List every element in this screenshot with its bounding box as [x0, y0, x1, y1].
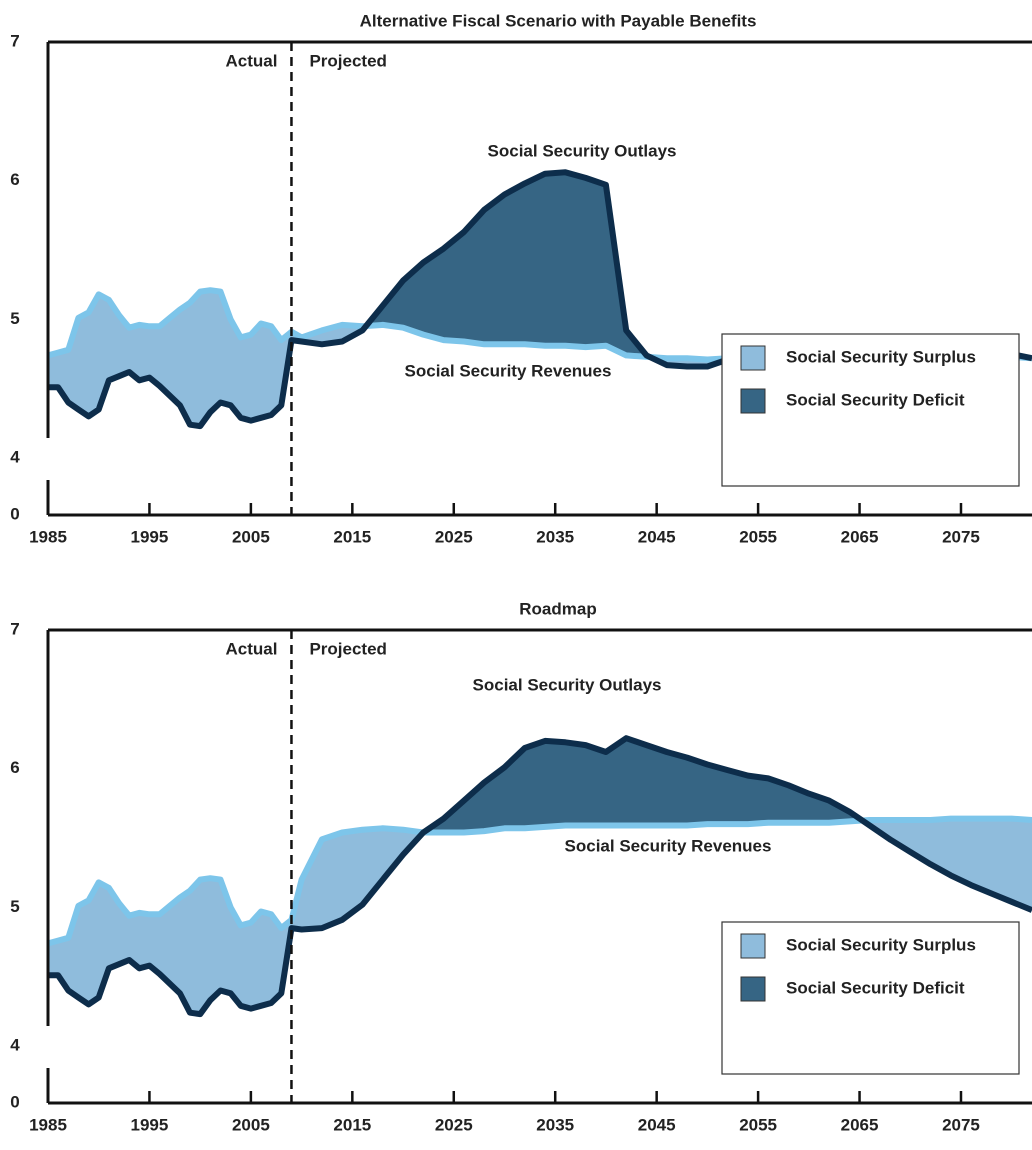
x-tick-label: 2035	[536, 1115, 574, 1134]
x-tick-label: 2075	[942, 527, 980, 546]
y-tick-label: 0	[10, 1092, 19, 1111]
y-tick-label: 6	[10, 170, 19, 189]
y-tick-label: 4	[10, 447, 20, 466]
y-tick-label: 7	[10, 31, 19, 50]
legend-swatch	[740, 976, 766, 1002]
y-tick-label: 4	[10, 1035, 20, 1054]
actual-label: Actual	[225, 639, 277, 658]
x-tick-label: 2005	[232, 1115, 270, 1134]
x-tick-label: 2075	[942, 1115, 980, 1134]
x-tick-label: 2035	[536, 527, 574, 546]
series-label: Social Security Revenues	[565, 836, 772, 855]
legend-label: Social Security Deficit	[786, 978, 965, 997]
y-tick-label: 6	[10, 758, 19, 777]
x-tick-label: 2055	[739, 527, 777, 546]
series-label: Social Security Outlays	[488, 141, 677, 160]
legend-swatch	[740, 933, 766, 959]
series-line	[48, 735, 1032, 1018]
legend-label: Social Security Surplus	[786, 347, 976, 366]
x-tick-label: 1985	[29, 527, 67, 546]
legend-box	[721, 921, 1020, 1075]
x-tick-label: 2025	[435, 1115, 473, 1134]
x-tick-label: 2015	[333, 1115, 371, 1134]
legend-label: Social Security Surplus	[786, 935, 976, 954]
x-tick-label: 2055	[739, 1115, 777, 1134]
x-tick-label: 1985	[29, 1115, 67, 1134]
y-tick-label: 5	[10, 897, 19, 916]
chart-title: Roadmap	[519, 599, 596, 618]
y-tick-label: 0	[10, 504, 19, 523]
x-tick-label: 2015	[333, 527, 371, 546]
x-tick-label: 2045	[638, 527, 676, 546]
series-label: Social Security Revenues	[405, 361, 612, 380]
series-line	[47, 815, 1032, 947]
x-tick-label: 2065	[841, 1115, 879, 1134]
projected-label: Projected	[309, 51, 386, 70]
series-label: Social Security Outlays	[473, 675, 662, 694]
legend-box	[721, 333, 1020, 487]
x-tick-label: 2005	[232, 527, 270, 546]
y-tick-label: 7	[10, 619, 19, 638]
chart-title: Alternative Fiscal Scenario with Payable…	[360, 11, 757, 30]
legend-label: Social Security Deficit	[786, 390, 965, 409]
legend-swatch	[740, 388, 766, 414]
actual-label: Actual	[225, 51, 277, 70]
x-tick-label: 1995	[131, 527, 169, 546]
x-tick-label: 2025	[435, 527, 473, 546]
x-tick-label: 1995	[131, 1115, 169, 1134]
x-tick-label: 2045	[638, 1115, 676, 1134]
x-tick-label: 2065	[841, 527, 879, 546]
legend-swatch	[740, 345, 766, 371]
y-tick-label: 5	[10, 309, 19, 328]
projected-label: Projected	[309, 639, 386, 658]
